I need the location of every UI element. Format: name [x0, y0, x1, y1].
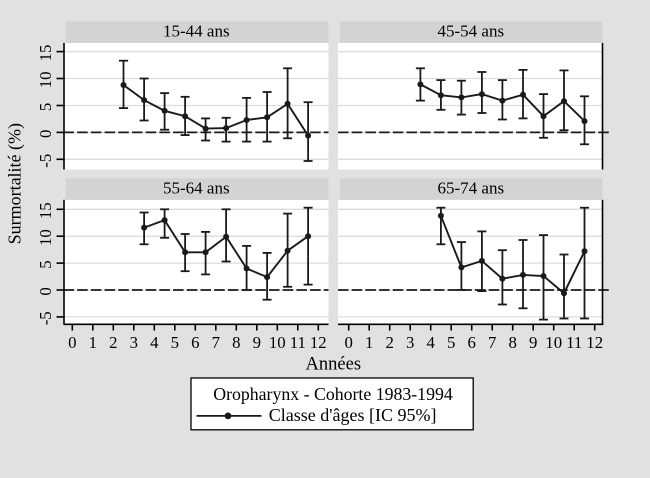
svg-text:45-54 ans: 45-54 ans	[438, 22, 505, 41]
svg-text:2: 2	[386, 333, 394, 352]
svg-text:10: 10	[36, 229, 55, 246]
svg-text:12: 12	[586, 333, 603, 352]
svg-text:1: 1	[89, 333, 97, 352]
svg-text:Surmortalité (%): Surmortalité (%)	[5, 123, 26, 244]
svg-text:9: 9	[253, 333, 261, 352]
svg-text:10: 10	[36, 72, 55, 89]
svg-text:0: 0	[345, 333, 353, 352]
svg-text:0: 0	[36, 287, 55, 295]
svg-text:Années: Années	[306, 355, 361, 375]
svg-text:15: 15	[36, 45, 55, 62]
svg-text:0: 0	[36, 130, 55, 138]
svg-text:-5: -5	[36, 154, 55, 168]
svg-text:-5: -5	[36, 311, 55, 325]
svg-text:11: 11	[566, 333, 582, 352]
svg-text:3: 3	[130, 333, 138, 352]
svg-text:15: 15	[36, 202, 55, 219]
svg-text:5: 5	[447, 333, 455, 352]
svg-text:3: 3	[406, 333, 414, 352]
svg-text:7: 7	[488, 333, 496, 352]
svg-text:5: 5	[36, 103, 55, 111]
svg-text:4: 4	[150, 333, 159, 352]
svg-text:11: 11	[290, 333, 306, 352]
svg-text:6: 6	[191, 333, 199, 352]
svg-text:8: 8	[232, 333, 240, 352]
svg-text:15-44 ans: 15-44 ans	[163, 22, 230, 41]
svg-text:5: 5	[36, 260, 55, 268]
svg-text:0: 0	[68, 333, 76, 352]
svg-text:55-64 ans: 55-64 ans	[163, 179, 230, 198]
svg-text:9: 9	[529, 333, 537, 352]
svg-text:Classe d'âges [IC 95%]: Classe d'âges [IC 95%]	[269, 405, 437, 425]
svg-text:7: 7	[212, 333, 220, 352]
svg-text:2: 2	[109, 333, 117, 352]
svg-text:12: 12	[310, 333, 327, 352]
svg-text:4: 4	[427, 333, 436, 352]
svg-text:1: 1	[365, 333, 373, 352]
svg-text:5: 5	[171, 333, 179, 352]
svg-text:8: 8	[509, 333, 517, 352]
svg-text:65-74 ans: 65-74 ans	[438, 179, 505, 198]
svg-text:10: 10	[269, 333, 286, 352]
svg-text:10: 10	[545, 333, 562, 352]
svg-text:Oropharynx - Cohorte 1983-1994: Oropharynx - Cohorte 1983-1994	[213, 384, 453, 404]
svg-text:6: 6	[468, 333, 476, 352]
